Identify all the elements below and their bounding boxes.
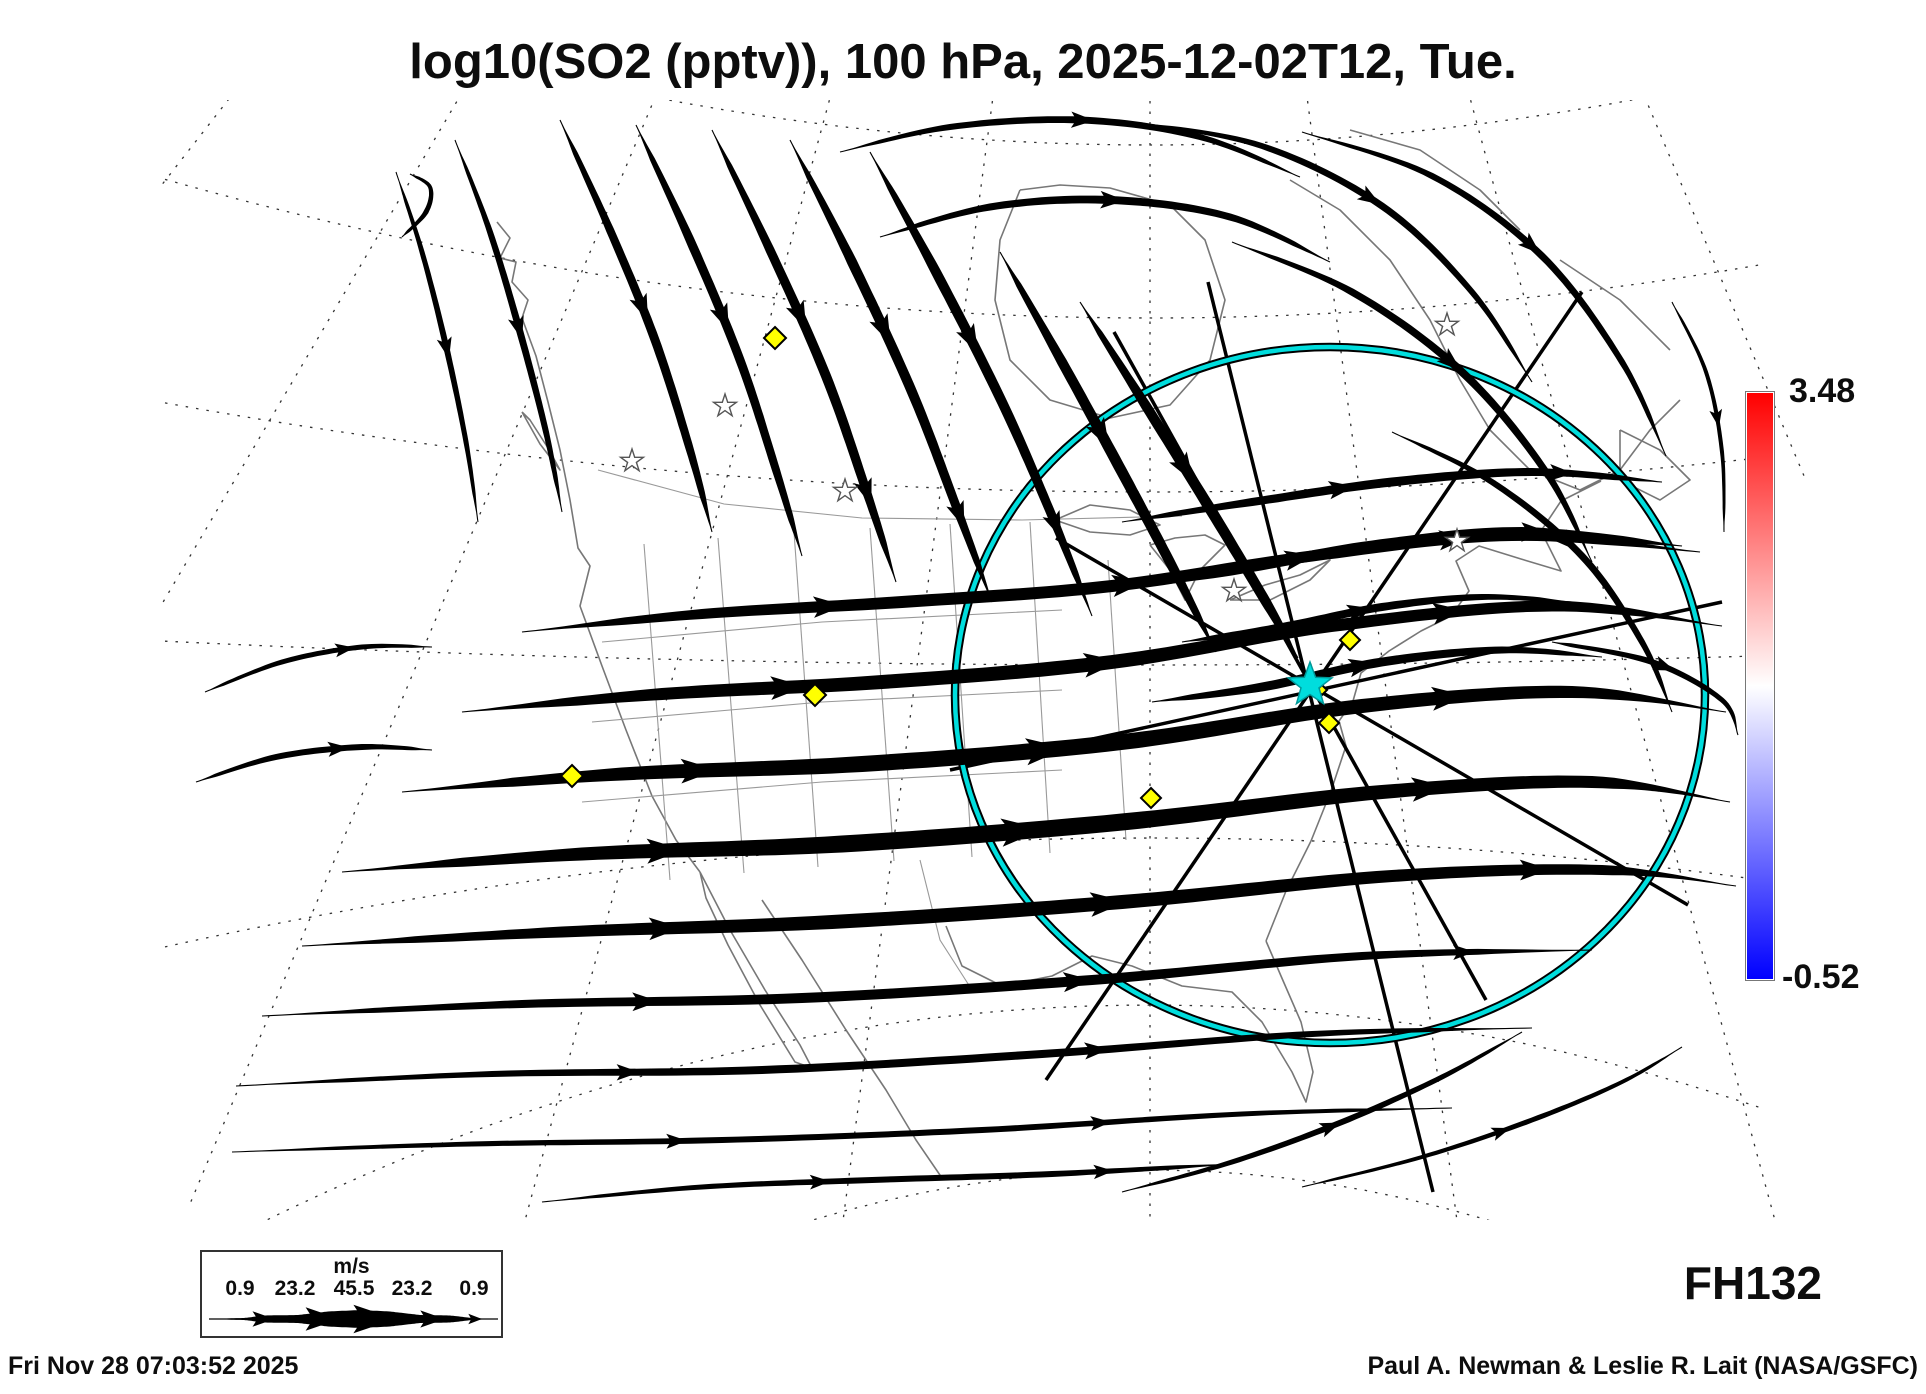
wind-legend-tick: 23.2 bbox=[274, 1277, 316, 1300]
wind-legend-tick: 0.9 bbox=[225, 1277, 255, 1300]
station-diamond-icon bbox=[559, 763, 585, 789]
colorbar-min-label: -0.52 bbox=[1782, 958, 1860, 996]
wind-legend-tick: 23.2 bbox=[391, 1277, 433, 1300]
wind-speed-legend: m/s 0.9 23.2 45.5 23.2 0.9 bbox=[200, 1250, 503, 1338]
credit-text: Paul A. Newman & Leslie R. Lait (NASA/GS… bbox=[1367, 1352, 1918, 1380]
wind-streamlines bbox=[195, 111, 1739, 1203]
forecast-hour-label: FH132 bbox=[1683, 1257, 1822, 1309]
city-star-markers bbox=[618, 310, 1471, 603]
range-ring bbox=[950, 342, 1710, 1048]
station-diamond-icon bbox=[1338, 628, 1362, 652]
colorbar bbox=[1745, 391, 1775, 981]
great-circle-line bbox=[1055, 536, 1689, 907]
wind-legend-arrow bbox=[209, 1304, 498, 1334]
state-borders bbox=[581, 469, 1183, 991]
city-star-icon bbox=[618, 446, 646, 473]
coastlines bbox=[496, 129, 1691, 1179]
city-star-icon bbox=[1443, 526, 1471, 553]
wind-legend-tick: 0.9 bbox=[459, 1277, 489, 1300]
colorbar-gradient bbox=[1747, 393, 1773, 979]
great-circle-line bbox=[1112, 331, 1488, 1001]
wind-legend-units: m/s bbox=[333, 1255, 370, 1278]
creation-timestamp: Fri Nov 28 07:03:52 2025 bbox=[8, 1352, 299, 1380]
city-star-icon bbox=[831, 476, 859, 503]
station-markers bbox=[559, 325, 1362, 810]
city-star-icon bbox=[1433, 310, 1461, 337]
station-diamond-icon bbox=[802, 682, 828, 708]
city-star-icon bbox=[711, 391, 739, 418]
plot-title: log10(SO2 (pptv)), 100 hPa, 2025-12-02T1… bbox=[409, 35, 1517, 89]
colorbar-max-label: 3.48 bbox=[1789, 372, 1856, 410]
station-diamond-icon bbox=[1139, 786, 1163, 810]
station-diamond-icon bbox=[762, 325, 788, 351]
wind-legend-tick: 45.5 bbox=[333, 1277, 375, 1300]
event-star-icon bbox=[1286, 659, 1334, 706]
city-star-icon bbox=[1220, 576, 1248, 603]
station-diamond-icon bbox=[1317, 711, 1341, 735]
